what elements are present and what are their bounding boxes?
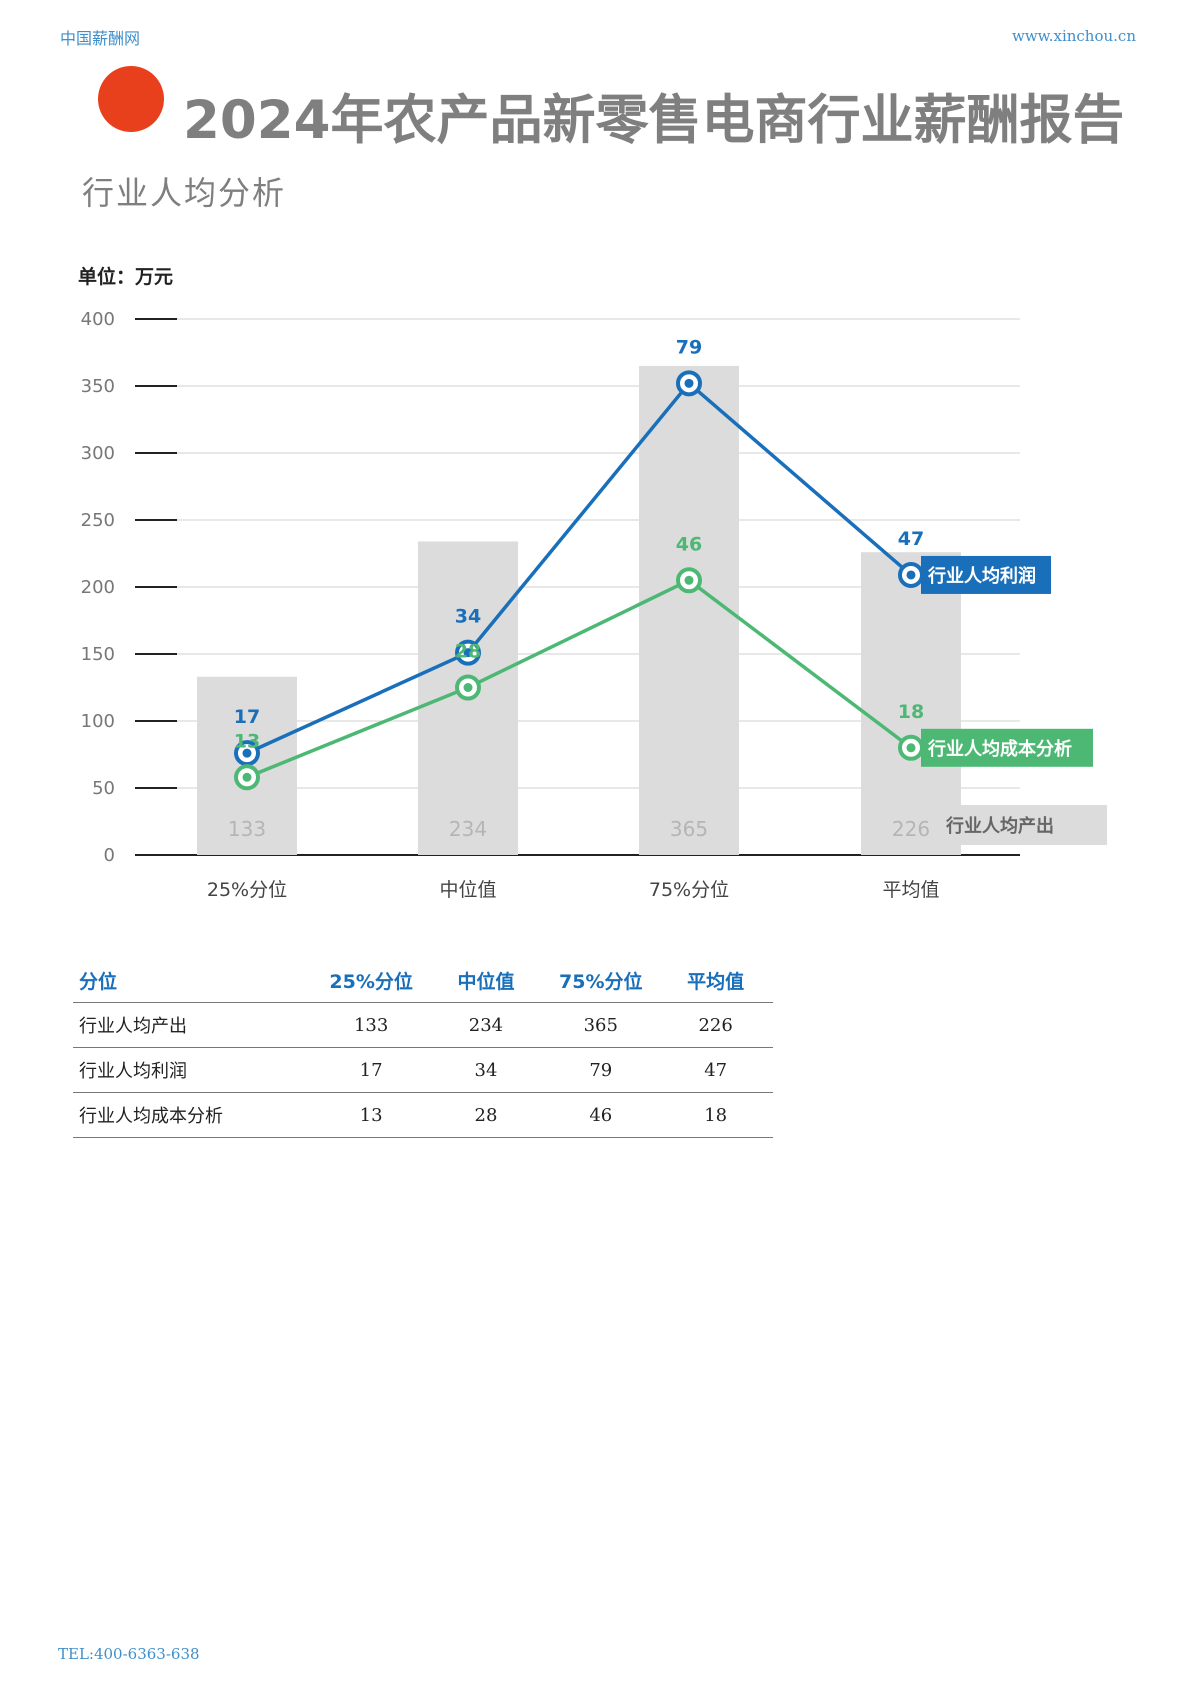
- y-tick-label: 200: [81, 577, 115, 598]
- section-subtitle: 行业人均分析: [82, 174, 287, 212]
- table-cell: 47: [658, 1047, 773, 1093]
- y-tick-label: 50: [92, 778, 115, 799]
- page-title-block: 2024年农产品新零售电商行业薪酬报告: [98, 64, 1122, 154]
- line-value-label: 13: [234, 730, 260, 752]
- line-marker-dot: [684, 378, 694, 388]
- table-cell: 28: [428, 1092, 544, 1138]
- legend-cost: 行业人均成本分析: [927, 738, 1072, 760]
- line-marker-dot: [684, 575, 694, 585]
- y-tick-label: 400: [81, 309, 115, 330]
- legend-output: 行业人均产出: [945, 815, 1054, 837]
- line-marker-dot: [242, 748, 252, 758]
- table-cell: 行业人均成本分析: [73, 1092, 314, 1138]
- line-value-label: 47: [898, 528, 924, 550]
- line-value-label: 18: [898, 701, 924, 723]
- table-cell: 133: [313, 1002, 429, 1048]
- summary-table: 分位 25%分位 中位值 75%分位 平均值 行业人均产出 133 234 36…: [73, 958, 773, 1138]
- x-category-label: 平均值: [882, 879, 939, 901]
- table-cell: 46: [543, 1092, 659, 1138]
- table-cell: 17: [313, 1047, 429, 1093]
- y-tick-label: 250: [81, 510, 115, 531]
- line-marker-dot: [242, 772, 252, 782]
- page-title: 2024年农产品新零售电商行业薪酬报告: [183, 90, 1122, 151]
- bar-value-label: 133: [228, 817, 266, 841]
- legend-profit: 行业人均利润: [927, 565, 1036, 587]
- line-value-label: 28: [455, 641, 481, 663]
- line-marker-dot: [906, 570, 916, 580]
- bar-output: [861, 552, 961, 855]
- legend-output-bg: [936, 805, 1107, 845]
- table-cell: 34: [428, 1047, 544, 1093]
- table-header-cell: 分位: [73, 958, 314, 1003]
- table-header-cell: 25%分位: [313, 958, 429, 1003]
- line-marker-dot: [463, 683, 473, 692]
- legend-profit-bg: [921, 555, 1051, 594]
- table-header-cell: 平均值: [658, 958, 773, 1003]
- series-line: [246, 578, 913, 779]
- x-category-label: 25%分位: [207, 879, 287, 901]
- site-url[interactable]: www.xinchou.cn: [1011, 27, 1136, 45]
- bar-output: [639, 365, 739, 855]
- x-category-label: 中位值: [439, 879, 496, 901]
- table-cell: 234: [428, 1002, 544, 1048]
- x-category-label: 75%分位: [649, 879, 729, 901]
- unit-label: 单位：万元: [78, 266, 174, 288]
- line-marker-dot: [906, 743, 916, 753]
- line-value-label: 79: [676, 336, 702, 358]
- table-header-row: 分位 25%分位 中位值 75%分位 平均值: [73, 958, 773, 1003]
- bar-value-label: 234: [449, 817, 487, 841]
- y-tick-label: 150: [81, 644, 115, 665]
- site-name[interactable]: 中国薪酬网: [60, 29, 141, 48]
- table-row: 行业人均成本分析 13 28 46 18: [73, 1092, 773, 1138]
- line-value-label: 46: [676, 533, 702, 555]
- bar-value-label: 365: [670, 817, 708, 841]
- y-tick-label: 350: [81, 376, 115, 397]
- y-tick-label: 100: [81, 711, 115, 732]
- table-cell: 13: [313, 1092, 429, 1138]
- table-cell: 79: [543, 1047, 659, 1093]
- line-value-label: 17: [234, 706, 260, 728]
- table-row: 行业人均产出 133 234 365 226: [73, 1002, 773, 1048]
- series-line: [246, 380, 913, 755]
- footer-tel: TEL:400-6363-638: [58, 1645, 200, 1663]
- per-capita-chart: 0 50 100 150 200 250 300 350 400 133 234 365 226 25%…: [81, 309, 1107, 901]
- chart-labels: 133 234 365 226 25%分位 中位值 75%分位 平均值 17 34 79 47 13 28…: [207, 336, 1107, 901]
- table-cell: 365: [543, 1002, 659, 1048]
- line-value-label: 34: [455, 606, 481, 628]
- chart-lines: [234, 370, 924, 791]
- table-header-cell: 中位值: [428, 958, 544, 1003]
- table-cell: 行业人均产出: [73, 1002, 314, 1048]
- bar-value-label: 226: [892, 817, 930, 841]
- line-marker-dot: [463, 648, 473, 658]
- table-cell: 18: [658, 1092, 773, 1138]
- red-dot-icon: [98, 66, 164, 132]
- legend-cost-bg: [921, 728, 1093, 767]
- table-header-cell: 75%分位: [543, 958, 659, 1003]
- table-row: 行业人均利润 17 34 79 47: [73, 1047, 773, 1093]
- table-cell: 行业人均利润: [73, 1047, 314, 1093]
- table-cell: 226: [658, 1002, 773, 1048]
- chart-bars: [197, 365, 961, 855]
- y-tick-label: 300: [81, 443, 115, 464]
- y-tick-label: 0: [104, 845, 115, 866]
